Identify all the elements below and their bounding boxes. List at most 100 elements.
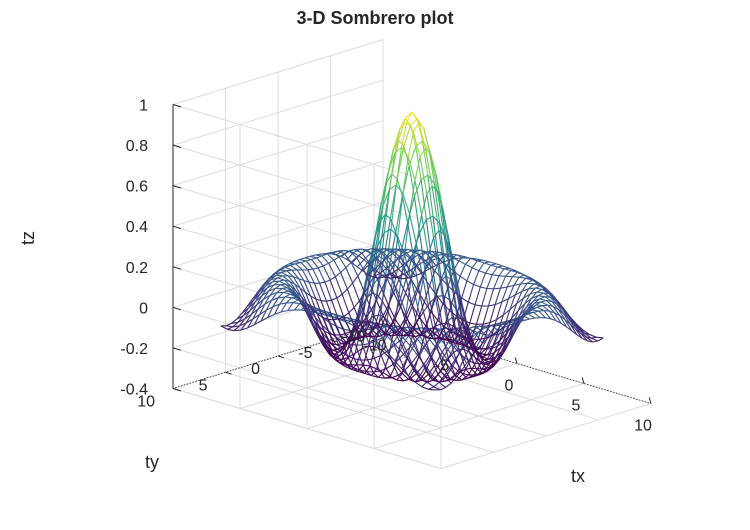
mesh-line [475, 305, 482, 306]
mesh-line [429, 389, 436, 390]
x-tick-label: -10 [363, 338, 386, 355]
mesh-line [333, 251, 338, 252]
mesh-line [411, 119, 418, 125]
mesh-line [598, 338, 603, 341]
z-tick-label: 0.6 [126, 179, 148, 196]
mesh-line [226, 326, 233, 327]
z-tick-label: 0.4 [126, 219, 148, 236]
mesh-line [460, 276, 467, 281]
mesh-line [479, 263, 484, 271]
z-tick-label: -0.4 [120, 382, 148, 399]
axes-layer [173, 105, 651, 404]
x-tick-label: 10 [634, 418, 652, 435]
mesh-line [468, 285, 473, 303]
mesh-line [471, 339, 478, 340]
z-tick [173, 389, 181, 391]
mesh-line [477, 261, 484, 263]
mesh-line [537, 307, 544, 310]
mesh-line [487, 275, 492, 289]
mesh-line [283, 292, 290, 294]
mesh-line [480, 273, 485, 287]
mesh-line [500, 276, 505, 288]
z-tick-label: 0.2 [126, 260, 148, 277]
z-tick [173, 348, 181, 350]
mesh-line [537, 306, 542, 308]
mesh-line [480, 287, 487, 289]
mesh-line [593, 341, 598, 342]
mesh-line [484, 263, 491, 265]
y-tick-label: 0 [251, 361, 260, 378]
mesh-line [541, 302, 548, 305]
mesh-line [354, 301, 359, 308]
mesh-line [308, 269, 313, 270]
mesh-line [486, 273, 493, 275]
mesh-line [221, 326, 228, 329]
mesh-line [519, 277, 526, 278]
mesh-line [341, 273, 348, 290]
mesh-line [512, 277, 519, 278]
mesh-line [395, 343, 400, 365]
mesh-line [353, 276, 358, 283]
mesh-line [342, 289, 347, 294]
z-tick [173, 145, 181, 147]
mesh-line [341, 268, 346, 273]
mesh-line [337, 298, 344, 317]
mesh-line [359, 256, 364, 260]
mesh-line [288, 310, 295, 311]
mesh-line [328, 319, 333, 320]
mesh-line [525, 319, 530, 320]
mesh-line [317, 256, 322, 258]
mesh-line [591, 338, 598, 341]
mesh-line [426, 312, 431, 326]
mesh-line [512, 273, 517, 277]
mesh-line [483, 306, 488, 324]
chart-title: 3-D Sombrero plot [296, 8, 453, 28]
mesh-line [323, 263, 328, 266]
x-axis-label: tx [571, 466, 585, 486]
mesh-line [342, 294, 349, 313]
mesh-line [329, 260, 334, 263]
x-tick-label: 0 [505, 378, 514, 395]
mesh-line [476, 306, 481, 324]
mesh-line [475, 287, 480, 305]
mesh-line [494, 276, 499, 289]
mesh-line [291, 265, 298, 270]
mesh-line [346, 268, 353, 283]
mesh-line [428, 263, 435, 271]
x-tick-label: -5 [435, 358, 449, 375]
floor-gridline [278, 356, 546, 436]
mesh-line [462, 281, 467, 298]
mesh-line [411, 279, 418, 291]
mesh-line [432, 252, 439, 253]
mesh-line [317, 258, 324, 266]
mesh-line [329, 263, 336, 276]
z-tick-label: -0.2 [120, 341, 148, 358]
mesh-line [426, 216, 433, 220]
mesh-line [479, 271, 486, 273]
mesh-line [534, 311, 539, 312]
mesh-line [363, 365, 370, 366]
mesh-line [335, 277, 342, 295]
mesh-line [413, 122, 418, 132]
mesh-line [535, 318, 540, 319]
x-tick-label: 5 [572, 398, 581, 415]
mesh-line [320, 282, 325, 283]
z-tick [173, 267, 181, 269]
y-tick-label: -10 [342, 329, 365, 346]
mesh-line [467, 268, 472, 281]
mesh-line [288, 303, 293, 311]
mesh-line [457, 255, 464, 257]
mesh-line [468, 302, 475, 305]
mesh-line [472, 261, 477, 268]
mesh-line [470, 323, 477, 324]
z-tick-label: 0 [139, 300, 148, 317]
mesh-line [390, 179, 397, 219]
mesh-line [537, 292, 544, 293]
mesh-line [334, 260, 341, 272]
mesh-line [499, 276, 506, 277]
mesh-line [499, 269, 504, 276]
mesh-line [491, 265, 498, 267]
mesh-line [504, 269, 511, 271]
mesh-line [539, 311, 544, 312]
